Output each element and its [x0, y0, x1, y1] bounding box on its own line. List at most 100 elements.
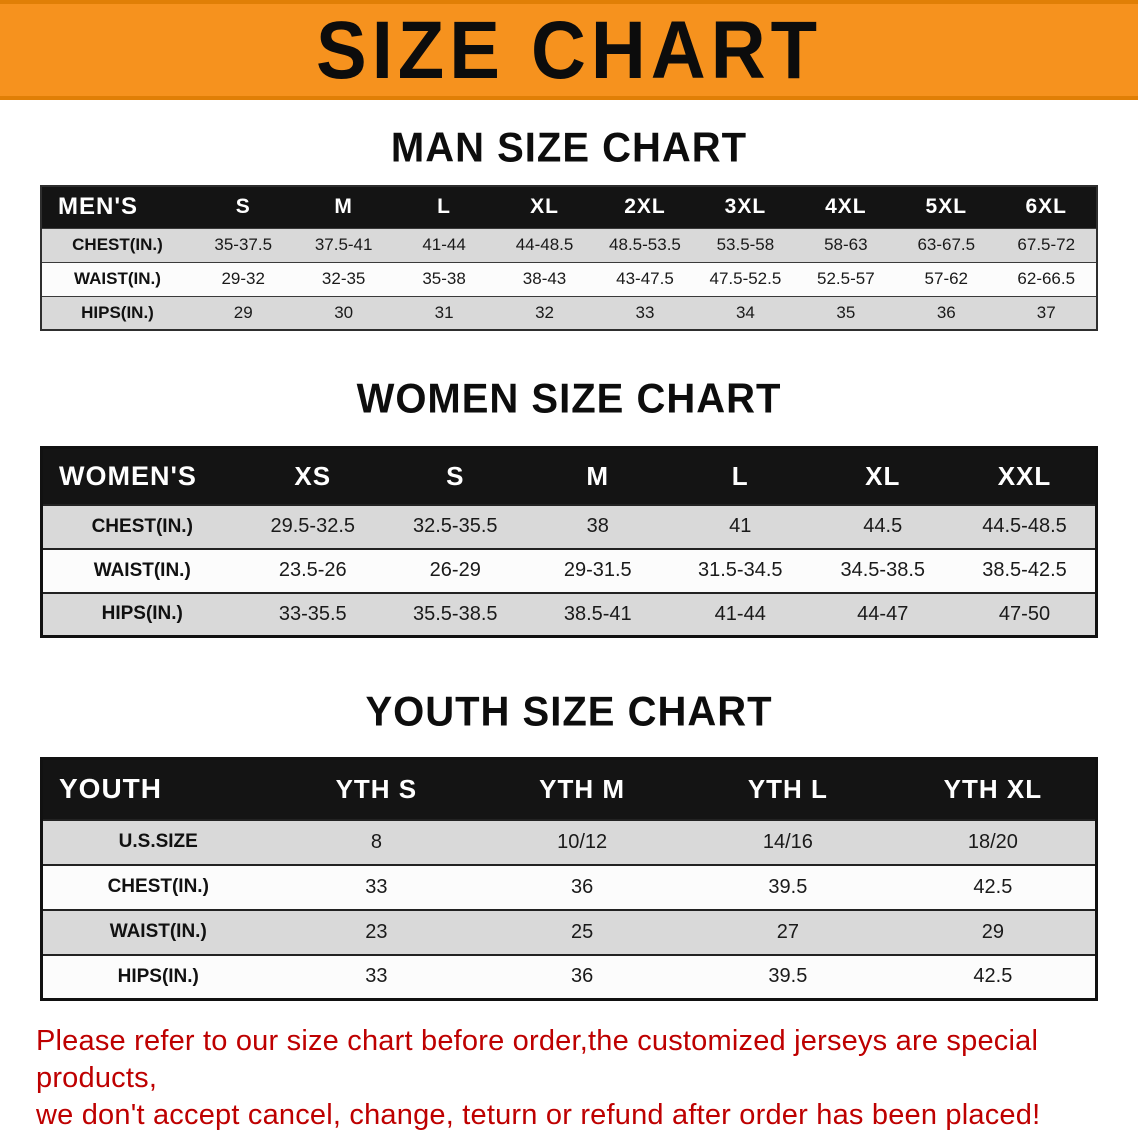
measurement-value-cell: 30 — [293, 296, 394, 330]
table-title-cell: WOMEN'S — [41, 447, 242, 505]
measurement-row: CHEST(IN.) 35-37.5 37.5-41 41-44 44-48.5 48.5… — [41, 228, 1097, 262]
header-row: MEN'S S M L XL 2XL 3XL 4XL 5XL 6XL — [41, 186, 1097, 228]
measurement-label-cell: WAIST(IN.) — [41, 909, 274, 955]
measurement-value-cell: 33 — [273, 864, 480, 910]
measurement-value-cell: 44.5-48.5 — [954, 504, 1097, 549]
measurement-value-cell: 29.5-32.5 — [241, 504, 384, 549]
measurement-value-cell: 36 — [896, 296, 997, 330]
size-header-cell: XL — [494, 186, 595, 228]
measurement-value-cell: 32-35 — [293, 262, 394, 296]
measurement-label-cell: WAIST(IN.) — [41, 548, 242, 593]
measurement-value-cell: 29-32 — [193, 262, 294, 296]
measurement-value-cell: 39.5 — [685, 864, 891, 910]
measurement-value-cell: 18/20 — [890, 819, 1097, 865]
measurement-value-cell: 32.5-35.5 — [384, 504, 527, 549]
measurement-value-cell: 42.5 — [890, 954, 1097, 1000]
measurement-value-cell: 42.5 — [890, 864, 1097, 910]
measurement-value-cell: 63-67.5 — [896, 228, 997, 262]
measurement-value-cell: 38-43 — [494, 262, 595, 296]
measurement-value-cell: 33-35.5 — [241, 592, 384, 637]
size-header-cell: XL — [811, 447, 954, 505]
measurement-value-cell: 41-44 — [393, 228, 495, 262]
measurement-label-cell: CHEST(IN.) — [41, 504, 242, 549]
measurement-value-cell: 48.5-53.5 — [594, 228, 696, 262]
measurement-value-cell: 47-50 — [954, 592, 1097, 637]
measurement-row: HIPS(IN.) 33 36 39.5 42.5 — [41, 954, 1097, 1000]
measurement-value-cell: 62-66.5 — [996, 262, 1097, 296]
measurement-value-cell: 37.5-41 — [293, 228, 394, 262]
measurement-value-cell: 38.5-42.5 — [954, 548, 1097, 593]
measurement-value-cell: 41 — [669, 504, 812, 549]
size-header-cell: YTH XL — [890, 758, 1097, 820]
measurement-value-cell: 35.5-38.5 — [384, 592, 527, 637]
size-header-cell: 3XL — [695, 186, 796, 228]
measurement-value-cell: 44-48.5 — [494, 228, 595, 262]
measurement-value-cell: 36 — [479, 864, 685, 910]
measurement-value-cell: 35-37.5 — [193, 228, 294, 262]
measurement-row: WAIST(IN.) 29-32 32-35 35-38 38-43 43-47.5 47.… — [41, 262, 1097, 296]
measurement-value-cell: 41-44 — [669, 592, 812, 637]
youth-size-table: YOUTH YTH S YTH M YTH L YTH XL U.S.SIZE 8 10/12… — [40, 757, 1098, 1001]
measurement-label-cell: HIPS(IN.) — [41, 954, 274, 1000]
measurement-value-cell: 32 — [494, 296, 595, 330]
measurement-row: CHEST(IN.) 29.5-32.5 32.5-35.5 38 41 44.5 44.5… — [41, 504, 1097, 549]
measurement-value-cell: 37 — [996, 296, 1097, 330]
measurement-value-cell: 35 — [795, 296, 897, 330]
measurement-value-cell: 23 — [273, 909, 480, 955]
size-header-cell: 5XL — [896, 186, 997, 228]
measurement-value-cell: 67.5-72 — [996, 228, 1097, 262]
measurement-label-cell: WAIST(IN.) — [41, 262, 193, 296]
measurement-value-cell: 38 — [526, 504, 669, 549]
size-header-cell: S — [384, 447, 527, 505]
measurement-value-cell: 25 — [479, 909, 685, 955]
measurement-value-cell: 29 — [193, 296, 294, 330]
measurement-value-cell: 44.5 — [811, 504, 954, 549]
measurement-label-cell: CHEST(IN.) — [41, 864, 274, 910]
measurement-value-cell: 33 — [594, 296, 696, 330]
size-header-cell: XS — [241, 447, 384, 505]
table-title-cell: MEN'S — [41, 186, 193, 228]
size-header-cell: 4XL — [795, 186, 897, 228]
measurement-label-cell: CHEST(IN.) — [41, 228, 193, 262]
measurement-value-cell: 47.5-52.5 — [695, 262, 796, 296]
measurement-row: WAIST(IN.) 23 25 27 29 — [41, 909, 1097, 955]
women-size-chart-heading: WOMEN SIZE CHART — [356, 375, 782, 423]
measurement-value-cell: 34 — [695, 296, 796, 330]
measurement-value-cell: 58-63 — [795, 228, 897, 262]
size-header-cell: L — [393, 186, 495, 228]
measurement-value-cell: 34.5-38.5 — [811, 548, 954, 593]
measurement-value-cell: 27 — [685, 909, 891, 955]
measurement-value-cell: 53.5-58 — [695, 228, 796, 262]
disclaimer-line-2: we don't accept cancel, change, teturn o… — [36, 1099, 1041, 1132]
size-header-cell: YTH L — [685, 758, 891, 820]
measurement-row: U.S.SIZE 8 10/12 14/16 18/20 — [41, 819, 1097, 865]
size-header-cell: 2XL — [594, 186, 696, 228]
measurement-row: CHEST(IN.) 33 36 39.5 42.5 — [41, 864, 1097, 910]
measurement-value-cell: 29 — [890, 909, 1097, 955]
disclaimer-line-1: Please refer to our size chart before or… — [36, 1025, 1039, 1095]
measurement-value-cell: 57-62 — [896, 262, 997, 296]
measurement-value-cell: 8 — [273, 819, 480, 865]
measurement-value-cell: 31.5-34.5 — [669, 548, 812, 593]
measurement-row: WAIST(IN.) 23.5-26 26-29 29-31.5 31.5-34.5 34… — [41, 548, 1097, 593]
man-size-chart-heading: MAN SIZE CHART — [390, 124, 748, 172]
measurement-value-cell: 31 — [393, 296, 495, 330]
measurement-value-cell: 26-29 — [384, 548, 527, 593]
size-chart-banner: SIZE CHART — [0, 0, 1138, 100]
header-row: YOUTH YTH S YTH M YTH L YTH XL — [41, 758, 1097, 820]
measurement-value-cell: 38.5-41 — [526, 592, 669, 637]
measurement-label-cell: HIPS(IN.) — [41, 296, 193, 330]
measurement-value-cell: 14/16 — [685, 819, 891, 865]
measurement-value-cell: 43-47.5 — [594, 262, 696, 296]
measurement-value-cell: 36 — [479, 954, 685, 1000]
size-header-cell: L — [669, 447, 812, 505]
measurement-value-cell: 35-38 — [393, 262, 495, 296]
size-header-cell: 6XL — [996, 186, 1097, 228]
size-header-cell: M — [526, 447, 669, 505]
size-header-cell: XXL — [954, 447, 1097, 505]
measurement-label-cell: U.S.SIZE — [41, 819, 274, 865]
size-header-cell: M — [293, 186, 394, 228]
measurement-row: HIPS(IN.) 29 30 31 32 33 34 35 36 37 — [41, 296, 1097, 330]
disclaimer: Please refer to our size chart before or… — [0, 1023, 1138, 1134]
